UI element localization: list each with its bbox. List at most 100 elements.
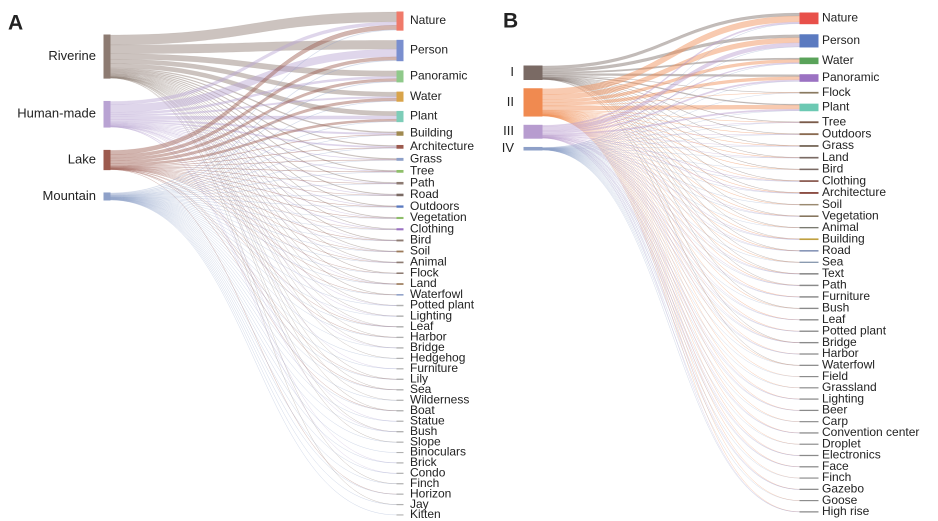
target-label: Land	[822, 150, 849, 164]
target-label: Person	[410, 43, 448, 57]
target-label: Goose	[822, 493, 858, 507]
target-node	[396, 91, 404, 102]
target-node	[396, 169, 404, 173]
target-label: Outdoors	[410, 199, 459, 213]
target-node	[799, 156, 819, 159]
target-label: Panoramic	[410, 69, 467, 83]
flow	[541, 149, 801, 501]
target-label: High rise	[822, 504, 870, 518]
source-label: IV	[502, 140, 515, 155]
sankey-panel: A Riverine Human-made Lake Mountain Nature Per…	[8, 11, 475, 521]
target-node	[396, 283, 404, 285]
target-label: Tree	[410, 164, 435, 178]
target-label: Path	[822, 278, 847, 292]
target-label: Nature	[822, 11, 858, 25]
target-node	[396, 261, 404, 264]
target-node	[799, 34, 819, 48]
target-label: Lighting	[410, 308, 452, 322]
target-label: Leaf	[410, 319, 434, 333]
target-label: Sea	[410, 382, 432, 396]
target-node	[396, 193, 404, 197]
target-label: Electronics	[822, 448, 881, 462]
source-label: Mountain	[43, 188, 96, 203]
target-label: Droplet	[822, 436, 861, 450]
target-label: Bush	[822, 301, 849, 315]
target-node	[799, 145, 819, 147]
source-node	[523, 146, 543, 151]
links	[541, 12, 801, 513]
target-label: Face	[822, 459, 849, 473]
target-label: Building	[822, 231, 865, 245]
target-label: Grass	[822, 138, 854, 152]
target-label: Finch	[410, 476, 439, 490]
target-node	[396, 228, 404, 231]
links	[109, 11, 398, 516]
target-label: Road	[410, 187, 439, 201]
target-label: Plant	[410, 109, 438, 123]
target-node	[396, 250, 404, 253]
flow	[541, 149, 801, 513]
target-node	[799, 133, 819, 136]
target-node	[799, 57, 819, 65]
target-label: Statue	[410, 413, 445, 427]
flow	[109, 199, 398, 474]
source-label: Human-made	[17, 106, 96, 121]
target-label: Horizon	[410, 486, 451, 500]
flow	[109, 11, 398, 46]
target-label: Text	[822, 266, 845, 280]
target-node	[396, 157, 404, 161]
panel-label: A	[8, 12, 23, 35]
target-label: Architecture	[410, 139, 474, 153]
target-label: Soil	[822, 197, 842, 211]
source-label: I	[510, 64, 514, 79]
target-label: Lily	[410, 371, 428, 385]
flow	[109, 199, 398, 485]
panel-label: B	[503, 10, 518, 33]
flow	[109, 125, 398, 252]
target-label: Boat	[410, 403, 435, 417]
target-label: Panoramic	[822, 70, 879, 84]
target-label: Waterfowl	[410, 287, 463, 301]
target-label: Slope	[410, 434, 441, 448]
target-label: Beer	[822, 403, 847, 417]
flow	[541, 149, 801, 468]
target-label: Bird	[822, 162, 843, 176]
flow	[541, 149, 801, 377]
target-label: Finch	[822, 470, 851, 484]
target-label: Bridge	[410, 340, 445, 354]
flow	[541, 148, 801, 309]
target-node	[799, 180, 819, 182]
target-label: Tree	[822, 114, 847, 128]
target-label: Bridge	[822, 335, 857, 349]
flow	[109, 198, 398, 370]
target-node	[799, 168, 819, 171]
flow	[541, 149, 801, 389]
target-label: Clothing	[822, 173, 866, 187]
target-node	[799, 192, 819, 194]
target-label: Soil	[410, 244, 430, 258]
target-label: Water	[822, 53, 854, 67]
target-node	[799, 12, 819, 25]
target-label: Animal	[822, 220, 859, 234]
source-label: II	[507, 94, 514, 109]
target-label: Building	[410, 126, 453, 140]
sankey-panel: BIIIIIIIVNaturePersonWaterPanoramicFlock…	[502, 10, 920, 519]
flow	[109, 198, 398, 412]
target-label: Bush	[410, 424, 437, 438]
target-label: Person	[822, 33, 860, 47]
target-node	[396, 110, 404, 123]
source-label: Riverine	[48, 48, 96, 63]
target-label: Convention center	[822, 425, 919, 439]
source-node	[103, 100, 111, 128]
target-label: Nature	[410, 13, 446, 27]
target-label: Kitten	[410, 507, 441, 521]
flow	[109, 198, 398, 422]
target-label: Sea	[822, 254, 844, 268]
target-node	[799, 238, 819, 241]
target-label: Potted plant	[822, 323, 887, 337]
target-label: Road	[822, 243, 851, 257]
target-node	[396, 216, 404, 220]
target-label: Plant	[822, 100, 850, 114]
source-node	[523, 124, 543, 139]
